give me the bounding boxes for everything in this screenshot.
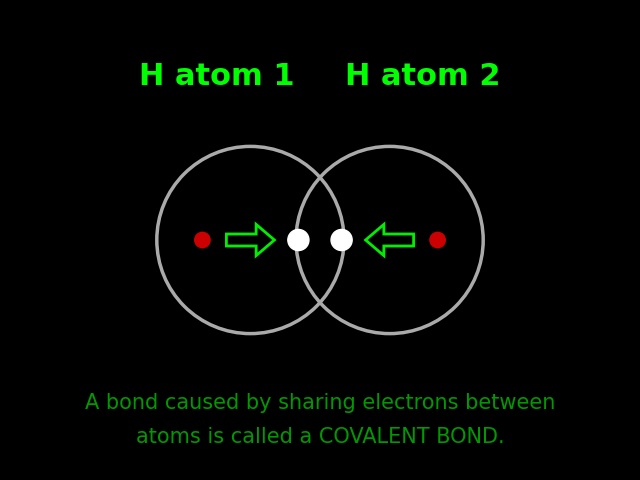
Text: H atom 1: H atom 1: [139, 62, 294, 91]
Circle shape: [430, 232, 445, 248]
Text: A bond caused by sharing electrons between: A bond caused by sharing electrons betwe…: [85, 393, 555, 413]
Circle shape: [331, 229, 352, 251]
Circle shape: [288, 229, 309, 251]
Text: atoms is called a COVALENT BOND.: atoms is called a COVALENT BOND.: [136, 427, 504, 447]
Text: H atom 2: H atom 2: [346, 62, 501, 91]
Circle shape: [195, 232, 210, 248]
